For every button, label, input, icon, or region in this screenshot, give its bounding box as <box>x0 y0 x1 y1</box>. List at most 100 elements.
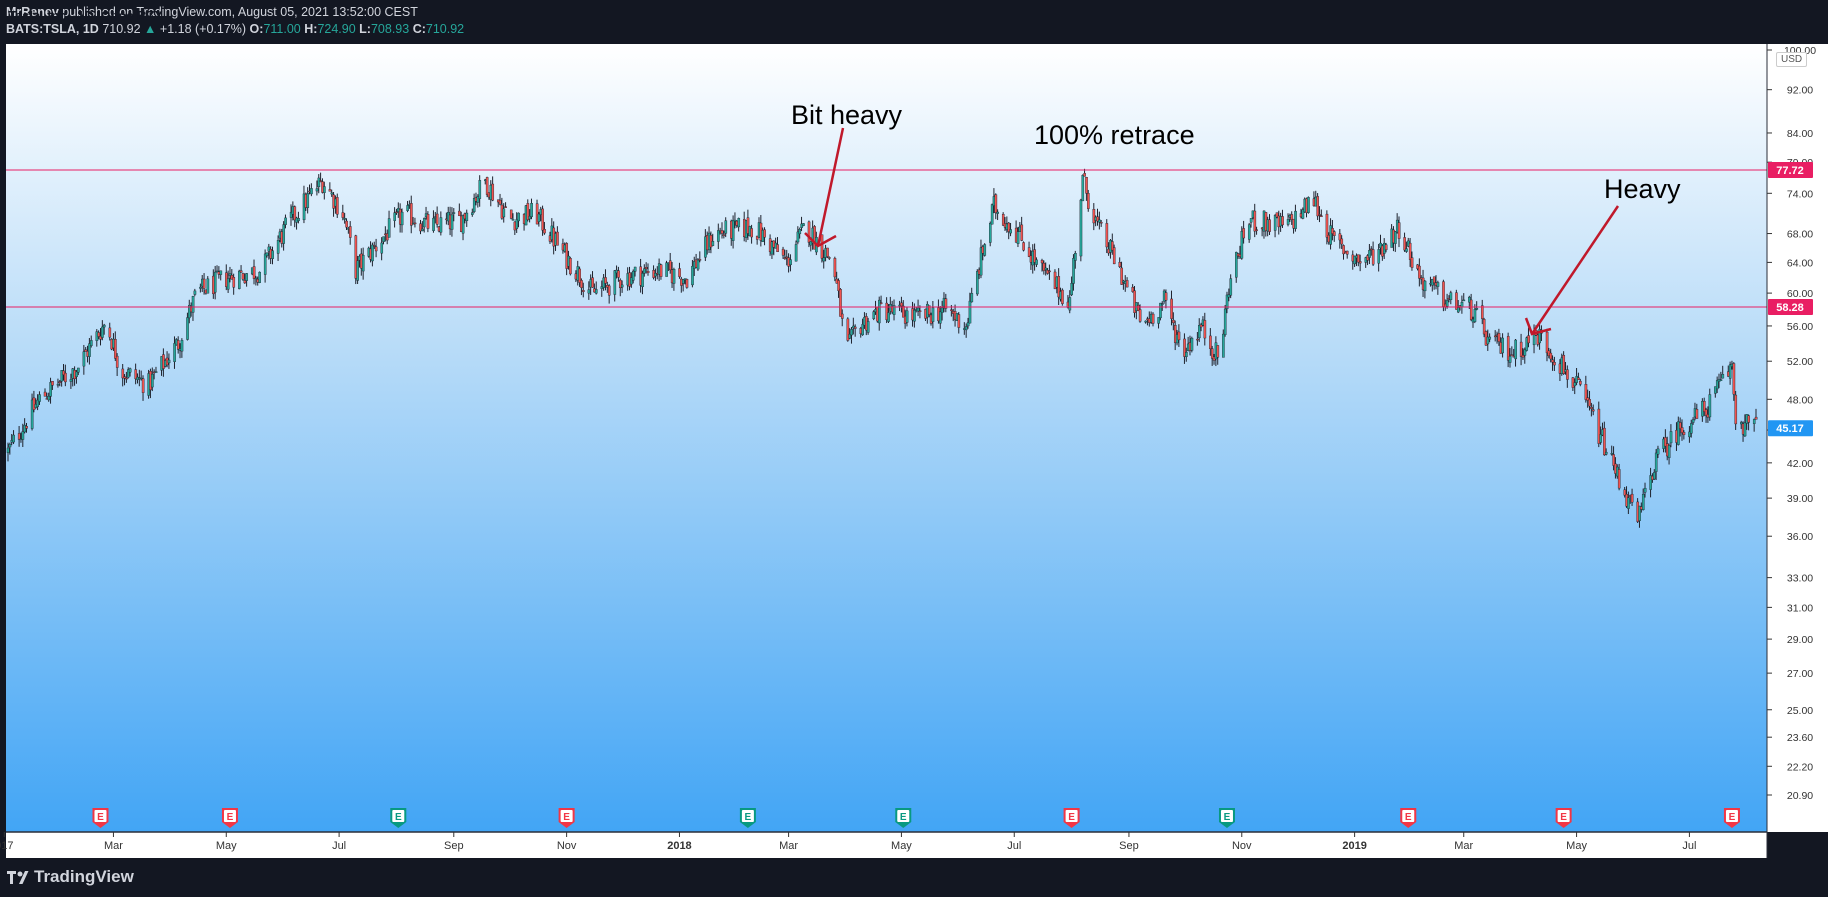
candle <box>476 194 480 208</box>
y-tick-label: 64.00 <box>1787 257 1813 269</box>
candle-body <box>17 433 21 440</box>
candle-body <box>180 340 184 352</box>
candle-body <box>12 434 15 443</box>
candle-body <box>1099 221 1103 224</box>
candle-body <box>1044 267 1048 270</box>
candle-body <box>1577 377 1580 380</box>
candle <box>580 278 583 296</box>
candle <box>1301 207 1305 220</box>
candle <box>802 223 805 227</box>
y-tick-label: 74.00 <box>1787 188 1813 200</box>
annotation-bit-heavy[interactable]: Bit heavy <box>791 100 903 130</box>
candle-body <box>1144 320 1147 323</box>
candle-body <box>1656 448 1660 455</box>
earnings-marker: E <box>1218 808 1235 828</box>
candle <box>215 265 219 273</box>
annotation-100-retrace[interactable]: 100% retrace <box>1034 120 1195 150</box>
candle-body <box>476 196 480 203</box>
candle <box>541 205 544 236</box>
candle-body <box>1599 434 1603 443</box>
candle <box>1268 214 1271 236</box>
candle <box>1199 322 1203 332</box>
candle <box>115 353 119 377</box>
candle-body <box>781 248 785 256</box>
candle-body <box>1111 241 1114 251</box>
candle <box>737 217 741 232</box>
candle <box>1510 346 1514 356</box>
candle <box>1703 397 1706 417</box>
candle <box>1612 446 1615 471</box>
candle-body <box>410 203 413 226</box>
candle-body <box>776 244 779 253</box>
candle <box>297 211 300 224</box>
candle <box>1482 317 1486 338</box>
candle <box>1157 317 1160 329</box>
earnings-marker-inner <box>223 810 236 822</box>
candle <box>1353 255 1357 267</box>
candle-body <box>1418 265 1421 279</box>
author-name[interactable]: MrRenev <box>6 5 59 19</box>
candle <box>213 265 217 300</box>
candle <box>341 204 345 221</box>
candle-body <box>1098 219 1101 223</box>
candle-body <box>1449 292 1453 300</box>
candle-body <box>1338 233 1342 241</box>
candle-body <box>88 343 91 357</box>
candle <box>1579 378 1582 387</box>
candle <box>17 426 21 447</box>
candle <box>1016 226 1020 248</box>
candle-body <box>1022 242 1025 251</box>
candle-body <box>720 230 724 234</box>
candle <box>1177 324 1181 347</box>
candle <box>60 370 64 387</box>
candle-body <box>1249 218 1253 223</box>
candle-body <box>1074 253 1077 261</box>
candle-body <box>1506 336 1510 361</box>
candle <box>374 238 378 258</box>
candle-body <box>1732 363 1736 395</box>
candle <box>1497 328 1501 346</box>
candle-body <box>1678 422 1682 430</box>
candle <box>97 330 101 340</box>
candle-body <box>1752 419 1756 424</box>
candle <box>1394 231 1397 252</box>
candle <box>931 300 935 329</box>
candle-body <box>1136 305 1140 311</box>
candle-body <box>1538 328 1541 344</box>
candle-body <box>750 228 753 238</box>
candle <box>199 283 202 293</box>
candle-body <box>491 183 495 201</box>
candle <box>591 271 594 288</box>
candle <box>820 234 824 263</box>
candle <box>1481 299 1484 325</box>
candle <box>1597 401 1601 448</box>
candle-body <box>1493 335 1497 338</box>
candle <box>872 310 876 321</box>
candle <box>1643 482 1647 498</box>
candle <box>685 278 689 289</box>
candle <box>361 247 365 280</box>
candle <box>1486 329 1490 351</box>
chart-pane[interactable] <box>6 44 1767 832</box>
earnings-marker-inner <box>1725 810 1738 822</box>
candle-body <box>918 310 922 312</box>
candle <box>822 249 826 269</box>
candle <box>413 217 417 228</box>
footer-brand[interactable]: TradingView <box>34 867 134 886</box>
candle-body <box>1196 338 1199 341</box>
candle <box>1719 371 1723 381</box>
symbol-label: BATS:TSLA, 1D <box>6 22 99 36</box>
annotation-heavy[interactable]: Heavy <box>1604 174 1681 204</box>
currency-label[interactable]: USD <box>1776 52 1808 67</box>
candle-body <box>30 399 34 429</box>
candle-body <box>541 208 544 231</box>
candle <box>1462 293 1466 302</box>
candle-body <box>271 250 274 259</box>
candle-body <box>848 334 852 339</box>
candle-body <box>927 305 931 315</box>
time-axis[interactable] <box>6 832 1767 858</box>
candle <box>1562 351 1566 375</box>
candle-body <box>1092 209 1096 224</box>
candle-body <box>1318 214 1321 216</box>
candle-body <box>595 289 598 294</box>
